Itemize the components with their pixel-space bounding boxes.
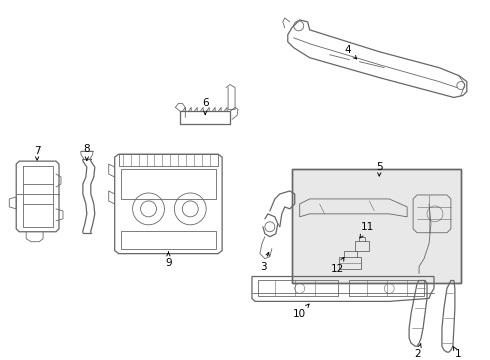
Text: 2: 2 xyxy=(414,344,421,359)
Text: 1: 1 xyxy=(453,346,461,359)
Text: 5: 5 xyxy=(376,162,383,176)
Bar xyxy=(292,169,461,283)
Text: 7: 7 xyxy=(34,146,41,160)
Bar xyxy=(119,154,218,166)
Text: 4: 4 xyxy=(344,45,357,59)
Text: 3: 3 xyxy=(261,252,269,271)
Text: 12: 12 xyxy=(331,257,344,274)
Text: 8: 8 xyxy=(83,144,90,160)
Bar xyxy=(355,241,369,251)
Bar xyxy=(121,231,216,249)
Text: 10: 10 xyxy=(293,304,309,319)
Bar xyxy=(292,169,461,283)
Bar xyxy=(121,169,216,199)
Text: 11: 11 xyxy=(360,222,374,238)
Bar xyxy=(349,280,424,296)
Bar xyxy=(258,280,338,296)
Text: 6: 6 xyxy=(202,98,209,114)
Text: 9: 9 xyxy=(165,252,172,267)
Bar xyxy=(340,257,362,269)
